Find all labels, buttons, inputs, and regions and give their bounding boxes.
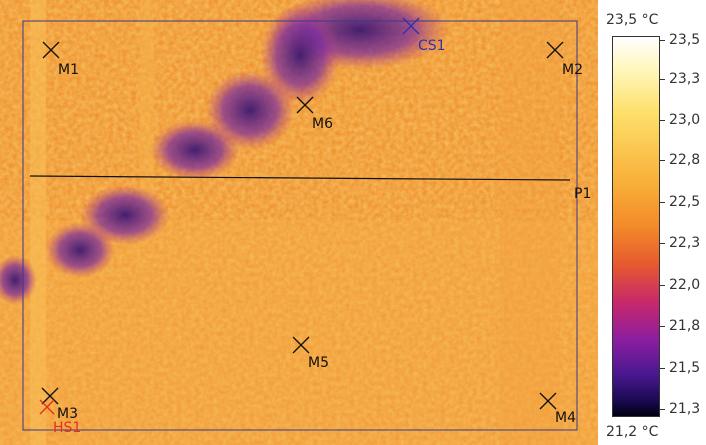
scale-tick — [659, 326, 665, 327]
marker-cs1-label: CS1 — [418, 38, 446, 54]
marker-m1[interactable]: M1 — [42, 41, 79, 78]
scale-tick-label: 23,5 — [669, 32, 701, 48]
marker-m4-label: M4 — [555, 410, 576, 426]
marker-hs1[interactable]: HS1 — [39, 399, 81, 436]
marker-m3-label: M3 — [57, 406, 78, 422]
profile-line-label: P1 — [574, 186, 591, 202]
profile-line-p1[interactable] — [29, 175, 571, 181]
scale-tick — [659, 160, 665, 161]
marker-hs1-label: HS1 — [53, 420, 81, 436]
scale-tick-label: 22,8 — [669, 152, 701, 168]
scale-tick — [659, 409, 665, 410]
scale-tick-label: 22,0 — [669, 277, 701, 293]
scale-tick — [659, 368, 665, 369]
color-scale-bar — [612, 36, 660, 417]
scale-tick — [659, 285, 665, 286]
scale-tick-label: 22,5 — [669, 194, 701, 210]
scale-tick — [659, 40, 665, 41]
marker-m2[interactable]: M2 — [546, 41, 583, 78]
thermal-image: P1 M1 M2 M3 M4 M5 M6 CS1 HS1 — [0, 0, 598, 445]
marker-m2-label: M2 — [562, 62, 583, 78]
scale-tick-label: 23,3 — [669, 71, 701, 87]
scale-min-label: 21,2 °C — [606, 424, 659, 440]
scale-tick-label: 23,0 — [669, 112, 701, 128]
marker-m6-label: M6 — [312, 116, 333, 132]
scale-tick-label: 21,3 — [669, 401, 701, 417]
marker-m4[interactable]: M4 — [539, 392, 576, 426]
scale-tick — [659, 120, 665, 121]
marker-m6[interactable]: M6 — [296, 96, 333, 132]
scale-tick-label: 21,5 — [669, 360, 701, 376]
marker-m5-label: M5 — [308, 355, 329, 371]
scale-tick-label: 21,8 — [669, 318, 701, 334]
scale-tick — [659, 79, 665, 80]
marker-m5[interactable]: M5 — [292, 336, 329, 371]
scale-tick — [659, 243, 665, 244]
marker-m3[interactable]: M3 — [41, 387, 78, 422]
scale-tick — [659, 202, 665, 203]
scale-max-label: 23,5 °C — [606, 12, 659, 28]
measurement-area-frame — [22, 20, 578, 431]
temperature-scale: 23,5 °C 23,5 23,3 23,0 22,8 22,5 22,3 22… — [598, 0, 706, 445]
marker-m1-label: M1 — [58, 62, 79, 78]
marker-cs1[interactable]: CS1 — [402, 17, 446, 54]
scale-tick-label: 22,3 — [669, 235, 701, 251]
